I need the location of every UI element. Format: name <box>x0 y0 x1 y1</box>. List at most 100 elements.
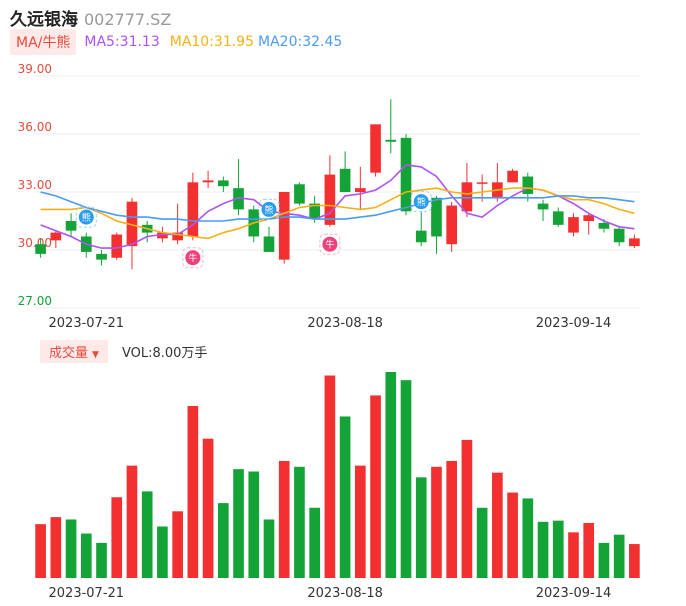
caret-down-icon: ▼ <box>92 349 99 360</box>
volume-bar <box>339 416 351 578</box>
volume-bar <box>446 460 458 578</box>
candle-body <box>50 232 62 241</box>
volume-bar <box>583 522 595 578</box>
ma10-line <box>40 187 635 240</box>
candle-body <box>294 184 305 204</box>
x-tick-label: 2023-07-21 <box>49 586 125 601</box>
ma20-line <box>40 191 635 222</box>
marker-frame <box>319 233 341 255</box>
volume-bar <box>415 477 427 578</box>
candle-body <box>598 222 610 229</box>
volume-bar <box>461 439 473 578</box>
x-tick-label: 2023-08-18 <box>307 316 383 331</box>
candle-body <box>613 228 625 243</box>
candle-body <box>583 215 595 221</box>
volume-bar <box>50 517 62 578</box>
marker-frame <box>182 247 204 269</box>
ma5-legend: MA5:31.13 <box>84 34 160 50</box>
volume-bar <box>172 511 183 578</box>
candle-body <box>355 188 366 192</box>
volume-bar <box>324 375 336 578</box>
ma-legend: MA/牛熊 MA5:31.13 MA10:31.95 MA20:32.45 <box>10 29 343 55</box>
bear-marker: 熊 <box>258 198 280 220</box>
marker-frame <box>258 198 280 220</box>
volume-bar <box>537 521 549 578</box>
y-tick-label: 30.00 <box>18 236 52 250</box>
candle-body <box>522 176 534 194</box>
candle-body <box>461 182 473 212</box>
volume-bar <box>263 519 275 578</box>
candle-body <box>278 192 290 260</box>
candle-body <box>339 168 351 192</box>
volume-bar <box>355 465 366 578</box>
y-tick-label: 36.00 <box>18 120 52 134</box>
ma20-legend: MA20:32.45 <box>258 34 343 50</box>
stock-header: 久远银海 002777.SZ <box>10 5 172 30</box>
candle-body <box>507 170 518 183</box>
volume-bar <box>278 460 290 578</box>
y-tick-label: 39.00 <box>18 62 52 76</box>
x-tick-label: 2023-09-14 <box>536 316 612 331</box>
volume-bar <box>217 503 229 578</box>
volume-bar <box>613 534 625 578</box>
x-tick-label: 2023-09-14 <box>536 586 612 601</box>
volume-chart: 2023-07-21 2023-08-18 2023-09-14 <box>35 372 640 601</box>
volume-bar <box>96 542 107 578</box>
candle-body <box>415 230 427 243</box>
ma-indicator-tab[interactable]: MA/牛熊 <box>10 29 77 55</box>
stock-code: 002777.SZ <box>84 10 172 29</box>
volume-bar <box>309 507 320 578</box>
marker-badge <box>185 250 201 266</box>
volume-bar <box>522 498 534 578</box>
candle-body <box>431 197 442 237</box>
candle-body <box>537 203 549 210</box>
volume-bar <box>233 469 244 578</box>
candle-body <box>172 232 183 241</box>
marker-label: 牛 <box>188 252 197 264</box>
volume-bar <box>400 380 412 578</box>
marker-badge <box>78 209 94 225</box>
volume-indicator-tab[interactable]: 成交量 ▼ <box>40 339 108 363</box>
volume-bar <box>80 533 92 578</box>
volume-bar <box>157 526 168 578</box>
candle-body <box>309 203 320 220</box>
volume-bar <box>35 524 46 578</box>
bear-marker: 熊 <box>410 191 432 213</box>
bull-marker: 牛 <box>182 247 204 269</box>
volume-bar <box>111 497 123 578</box>
volume-legend: 成交量 ▼ VOL:8.00万手 <box>40 339 208 363</box>
volume-bar <box>492 472 503 578</box>
volume-bar <box>202 438 214 578</box>
candle-body <box>126 201 138 247</box>
candle-body <box>552 211 564 225</box>
volume-bar <box>385 372 397 578</box>
volume-bar <box>507 492 518 578</box>
y-tick-label: 33.00 <box>18 178 52 192</box>
price-chart: 39.00 36.00 33.00 30.00 27.00 熊牛 熊牛 熊 2023-07-21… <box>18 62 640 331</box>
marker-badge <box>413 194 429 210</box>
volume-bar <box>552 520 564 578</box>
marker-badge <box>322 236 338 252</box>
volume-bar <box>476 507 488 578</box>
ma10-legend: MA10:31.95 <box>169 34 255 50</box>
candle-body <box>217 180 229 187</box>
volume-value: VOL:8.00万手 <box>121 345 208 361</box>
volume-bar <box>431 466 442 578</box>
candle-body <box>263 236 275 252</box>
candle-body <box>233 188 244 210</box>
marker-badge <box>261 201 277 217</box>
candle-body <box>187 182 199 237</box>
volume-bar <box>370 395 381 578</box>
volume-bar <box>126 465 138 578</box>
candle-body <box>157 232 168 239</box>
volume-bar <box>248 471 260 578</box>
volume-bar <box>568 532 579 578</box>
candle-body <box>35 244 46 254</box>
x-tick-label: 2023-08-18 <box>307 586 383 601</box>
marker-label: 熊 <box>82 212 91 224</box>
volume-bar <box>187 405 199 578</box>
volume-bar <box>141 491 153 578</box>
bull-marker: 牛 <box>319 233 341 255</box>
x-tick-label: 2023-07-21 <box>49 316 125 331</box>
marker-label: 牛 <box>325 239 334 251</box>
